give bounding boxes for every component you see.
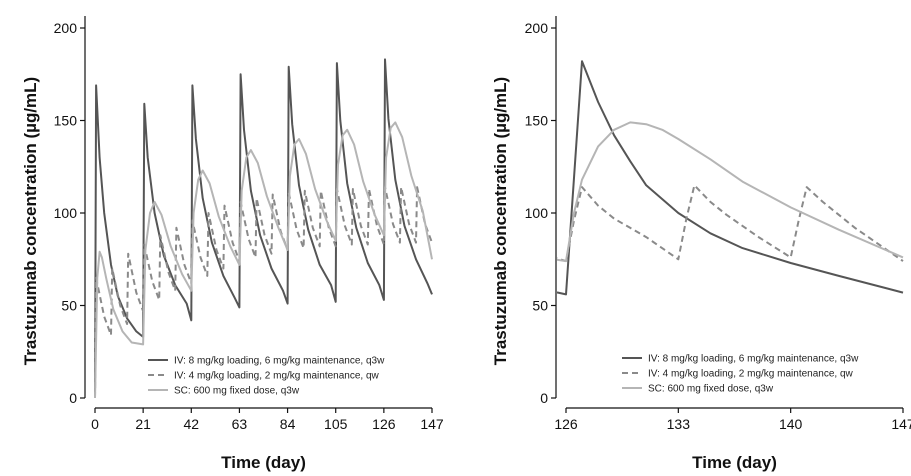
x-tick-label: 147 [420,416,444,432]
x-tick-label: 126 [554,416,578,432]
y-tick-label: 0 [69,390,77,406]
y-axis-title: Trastuzumab concentration (µg/mL) [21,77,40,365]
legend-entry-2: IV: 4 mg/kg loading, 2 mg/kg maintenance… [648,369,854,380]
x-tick-label: 140 [779,416,803,432]
y-tick-label: 50 [61,298,77,314]
y-tick-label: 200 [525,20,549,36]
y-tick-label: 100 [54,205,78,221]
x-tick-label: 21 [135,416,151,432]
x-tick-label: 0 [91,416,99,432]
series-line-3 [94,121,433,399]
x-tick-label: 126 [372,416,396,432]
x-tick-label: 147 [891,416,911,432]
series-line-3 [557,121,904,263]
y-tick-label: 200 [54,20,78,36]
y-tick-label: 0 [540,390,548,406]
y-axis-title: Trastuzumab concentration (µg/mL) [491,77,510,365]
x-tick-label: 133 [667,416,691,432]
legend-entry-2: IV: 4 mg/kg loading, 2 mg/kg maintenance… [174,371,380,382]
x-tick-label: 63 [232,416,248,432]
y-tick-label: 50 [532,298,548,314]
legend-entry-1: IV: 8 mg/kg loading, 6 mg/kg maintenance… [174,356,385,367]
x-tick-label: 105 [324,416,348,432]
x-axis-title: Time (day) [221,453,306,472]
x-tick-label: 84 [280,416,296,432]
y-tick-label: 150 [525,113,549,129]
series-line-1 [557,60,904,296]
legend-entry-1: IV: 8 mg/kg loading, 6 mg/kg maintenance… [648,354,859,365]
y-tick-label: 150 [54,113,78,129]
legend-entry-3: SC: 600 mg fixed dose, q3w [174,386,300,397]
chart-right: 0 50 100 150 200 126 133 140 147 Time (day) Trastu… [491,16,911,472]
x-tick-label: 42 [183,416,199,432]
y-tick-label: 100 [525,205,549,221]
series-line-2 [557,184,904,263]
chart-left: 0 50 100 150 200 0 21 42 63 84 105 126 147 Time (day)… [21,16,444,472]
x-axis-title: Time (day) [692,453,777,472]
legend-entry-3: SC: 600 mg fixed dose, q3w [648,384,774,395]
